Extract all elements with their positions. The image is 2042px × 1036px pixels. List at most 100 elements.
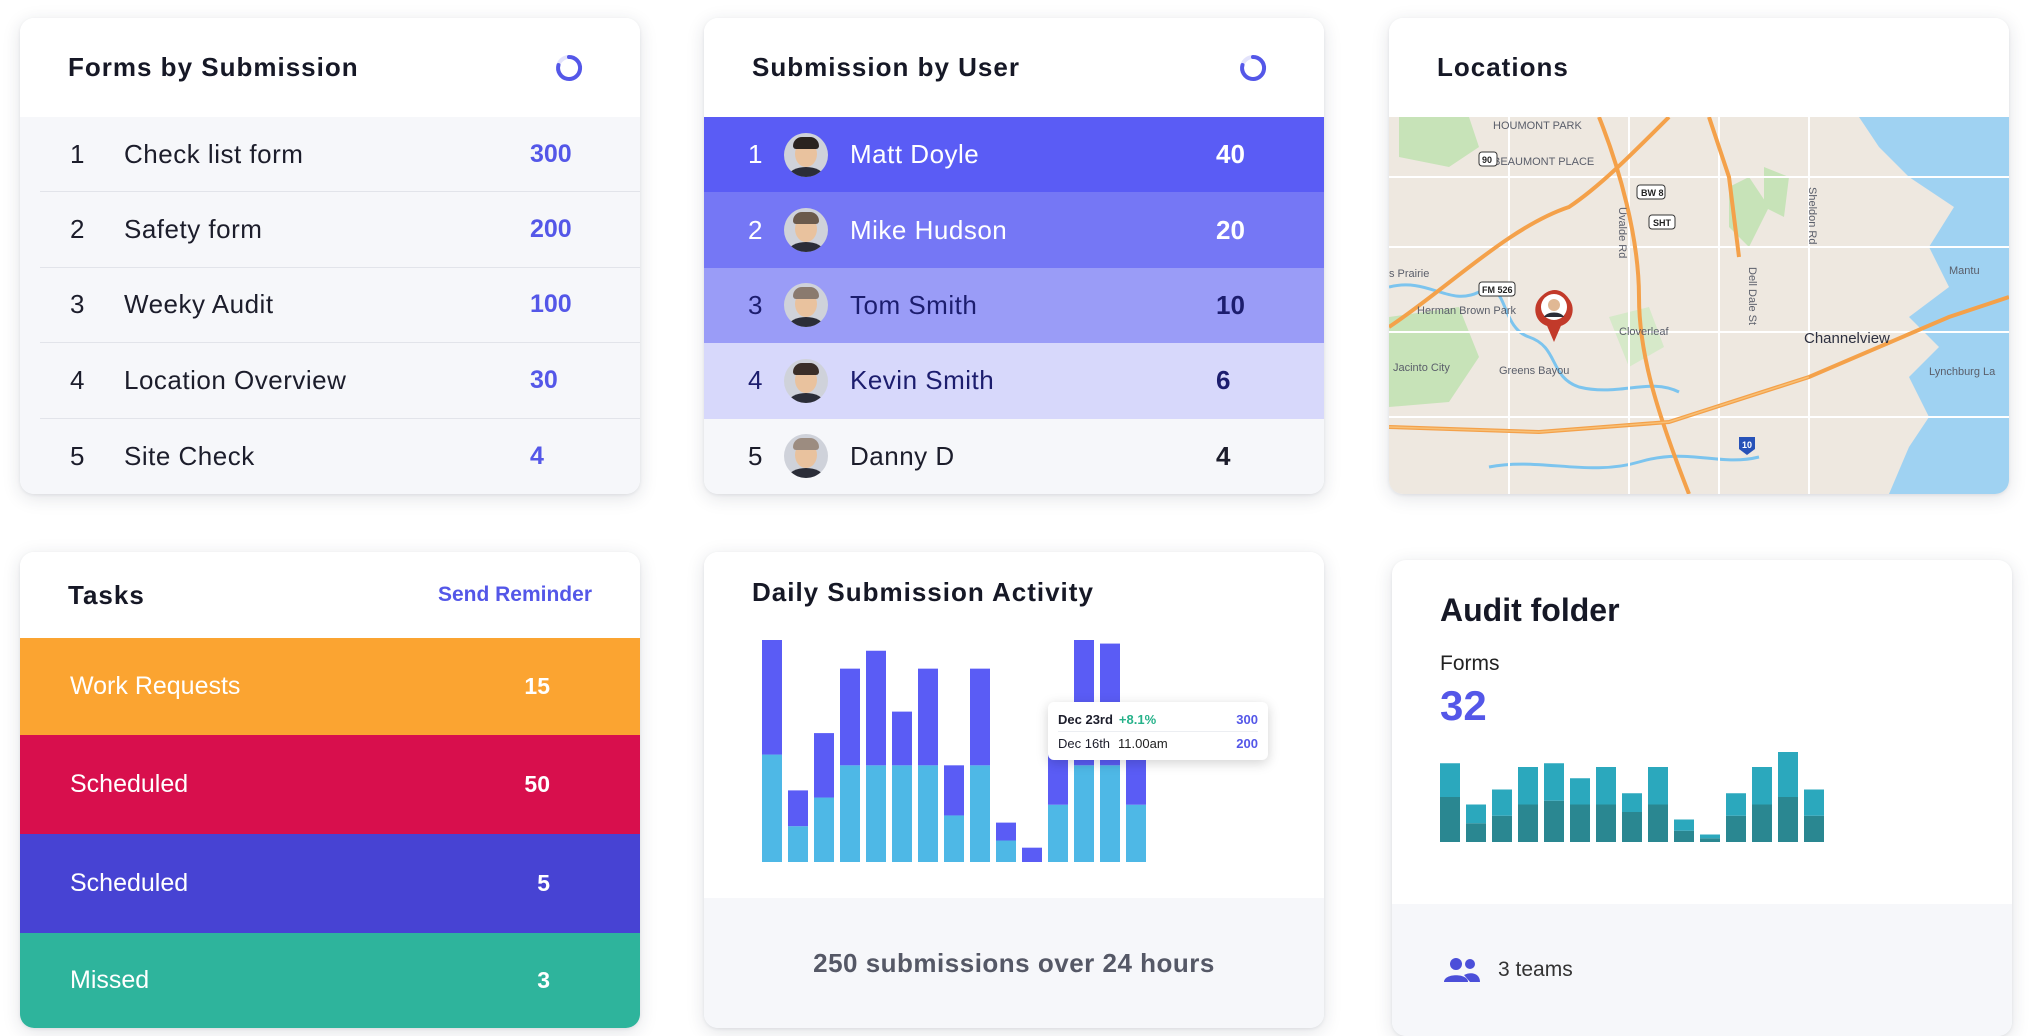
task-row[interactable]: Missed 3 bbox=[20, 933, 640, 1028]
chart-bar[interactable] bbox=[1752, 767, 1772, 805]
row-rank: 2 bbox=[70, 214, 85, 245]
chart-bar[interactable] bbox=[1700, 834, 1720, 839]
table-row[interactable]: 4 Location Overview 30 bbox=[40, 343, 640, 419]
table-row[interactable]: 3 Tom Smith 10 bbox=[704, 267, 1324, 344]
locations-card: Locations HOUMONT PARK BEAUMON bbox=[1389, 18, 2009, 494]
chart-bar[interactable] bbox=[1570, 778, 1590, 805]
chart-bar[interactable] bbox=[1804, 789, 1824, 816]
chart-bar[interactable] bbox=[944, 765, 964, 816]
table-row[interactable]: 4 Kevin Smith 6 bbox=[704, 343, 1324, 419]
chart-bar[interactable] bbox=[1804, 815, 1824, 842]
chart-bar[interactable] bbox=[1752, 804, 1772, 843]
chart-bar[interactable] bbox=[1466, 823, 1486, 842]
chart-bar[interactable] bbox=[1778, 752, 1798, 797]
table-row[interactable]: 1 Check list form 300 bbox=[40, 117, 640, 193]
chart-bar[interactable] bbox=[788, 790, 808, 827]
map-label: Lynchburg La bbox=[1929, 366, 1996, 378]
chart-bar[interactable] bbox=[1648, 767, 1668, 805]
chart-bar[interactable] bbox=[840, 765, 860, 862]
task-label: Work Requests bbox=[70, 672, 241, 700]
form-name: Location Overview bbox=[124, 364, 347, 395]
chart-bar[interactable] bbox=[1048, 804, 1068, 862]
chart-bar[interactable] bbox=[1778, 797, 1798, 842]
task-label: Missed bbox=[70, 966, 150, 994]
chart-bar[interactable] bbox=[1048, 747, 1068, 805]
chart-bar[interactable] bbox=[1570, 804, 1590, 843]
user-list: 1 Matt Doyle 40 2 Mike Hudson 20 3 Tom Smith 10 4… bbox=[704, 117, 1324, 494]
chart-bar[interactable] bbox=[1440, 763, 1460, 797]
chart-bar[interactable] bbox=[814, 733, 834, 798]
chart-bar[interactable] bbox=[1100, 765, 1120, 862]
location-map[interactable]: HOUMONT PARK BEAUMONT PLACE Uvalde Rd Sh… bbox=[1389, 117, 2009, 494]
chart-bar[interactable] bbox=[1126, 747, 1146, 805]
user-name: Kevin Smith bbox=[850, 365, 995, 396]
submission-count: 6 bbox=[1216, 365, 1231, 396]
chart-bar[interactable] bbox=[1492, 789, 1512, 816]
chart-bar[interactable] bbox=[1596, 767, 1616, 805]
chart-bar[interactable] bbox=[996, 840, 1016, 862]
table-row[interactable]: 5 Danny D 4 bbox=[704, 418, 1324, 494]
refresh-icon[interactable] bbox=[1238, 53, 1268, 83]
map-label: Sheldon Rd bbox=[1806, 187, 1818, 245]
chart-bar[interactable] bbox=[970, 668, 990, 766]
chart-bar[interactable] bbox=[1440, 797, 1460, 842]
chart-bar[interactable] bbox=[788, 826, 808, 862]
chart-bar[interactable] bbox=[1726, 793, 1746, 816]
table-row[interactable]: 2 Safety form 200 bbox=[40, 192, 640, 268]
chart-bar[interactable] bbox=[1466, 804, 1486, 824]
card-title: Submission by User bbox=[752, 52, 1020, 82]
chart-bar[interactable] bbox=[1596, 804, 1616, 843]
chart-bar[interactable] bbox=[1622, 812, 1642, 842]
send-reminder-button[interactable]: Send Reminder bbox=[437, 583, 592, 606]
chart-bar[interactable] bbox=[1622, 793, 1642, 812]
form-name: Safety form bbox=[124, 214, 263, 245]
table-row[interactable]: 5 Site Check 4 bbox=[40, 419, 640, 494]
chart-bar[interactable] bbox=[814, 797, 834, 862]
chart-bar[interactable] bbox=[1518, 767, 1538, 805]
card-header: Locations bbox=[1389, 18, 2009, 117]
table-row[interactable]: 1 Matt Doyle 40 bbox=[704, 117, 1324, 193]
task-row[interactable]: Scheduled 5 bbox=[20, 834, 640, 933]
chart-bar[interactable] bbox=[866, 765, 886, 862]
task-list: Work Requests 15 Scheduled 50 Scheduled 5 Miss… bbox=[20, 638, 640, 1028]
card-header: Forms by Submission bbox=[20, 18, 640, 117]
chart-bar[interactable] bbox=[1126, 804, 1146, 862]
chart-bar[interactable] bbox=[1022, 847, 1042, 862]
table-row[interactable]: 3 Weeky Audit 100 bbox=[40, 268, 640, 344]
chart-bar[interactable] bbox=[1726, 815, 1746, 842]
chart-bar[interactable] bbox=[1648, 804, 1668, 843]
chart-bar[interactable] bbox=[1492, 815, 1512, 842]
refresh-icon[interactable] bbox=[554, 53, 584, 83]
chart-bar[interactable] bbox=[944, 815, 964, 862]
card-title: Daily Submission Activity bbox=[752, 576, 1094, 607]
chart-bar[interactable] bbox=[840, 668, 860, 766]
chart-bar[interactable] bbox=[918, 668, 938, 766]
chart-bar[interactable] bbox=[892, 711, 912, 766]
audit-chart bbox=[1440, 752, 1824, 843]
chart-bar[interactable] bbox=[1674, 819, 1694, 831]
user-name: Matt Doyle bbox=[850, 139, 980, 170]
chart-bar[interactable] bbox=[866, 650, 886, 766]
submission-count: 4 bbox=[1216, 440, 1231, 471]
chart-bar[interactable] bbox=[1674, 830, 1694, 842]
forms-label: Forms bbox=[1440, 652, 1500, 675]
chart-bar[interactable] bbox=[892, 765, 912, 862]
chart-bar[interactable] bbox=[1544, 763, 1564, 801]
map-label: Mantu bbox=[1949, 265, 1980, 277]
chart-bar[interactable] bbox=[1074, 765, 1094, 862]
task-row[interactable]: Work Requests 15 bbox=[20, 638, 640, 735]
chart-bar[interactable] bbox=[918, 765, 938, 862]
chart-bar[interactable] bbox=[1700, 838, 1720, 842]
chart-bar[interactable] bbox=[762, 640, 782, 755]
teams-footer[interactable]: 3 teams bbox=[1392, 904, 2012, 1036]
chart-bar[interactable] bbox=[1518, 804, 1538, 843]
chart-bar[interactable] bbox=[996, 822, 1016, 841]
activity-summary: 250 submissions over 24 hours bbox=[704, 898, 1324, 1028]
chart-bar[interactable] bbox=[970, 765, 990, 862]
task-row[interactable]: Scheduled 50 bbox=[20, 735, 640, 834]
chart-bar[interactable] bbox=[762, 754, 782, 862]
table-row[interactable]: 2 Mike Hudson 20 bbox=[704, 192, 1324, 268]
map-pin-icon[interactable] bbox=[1535, 290, 1573, 342]
chart-bar[interactable] bbox=[1544, 800, 1564, 842]
avatar bbox=[784, 358, 828, 403]
